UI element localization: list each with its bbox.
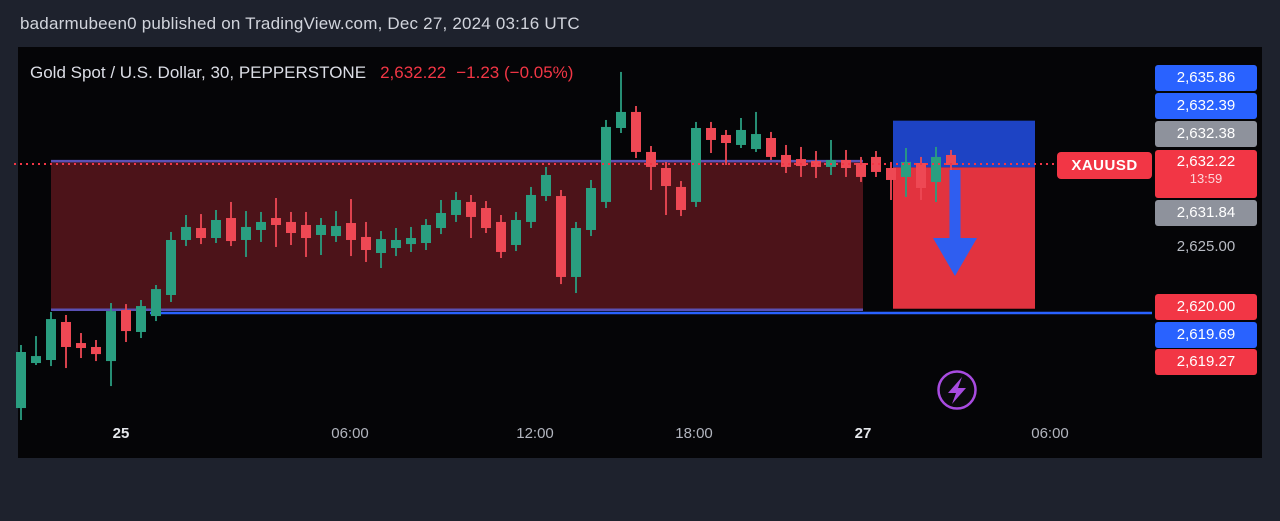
candle-body	[736, 129, 746, 145]
candle-body	[511, 219, 521, 245]
candle-body	[346, 223, 356, 240]
candle-body	[301, 224, 311, 239]
price-label: 2,619.27	[1155, 349, 1257, 375]
candle-body	[721, 134, 731, 143]
price-label: 2,631.84	[1155, 200, 1257, 226]
time-label: 06:00	[331, 425, 369, 442]
price-change: −1.23 (−0.05%)	[456, 63, 574, 82]
candle-body	[61, 321, 71, 347]
attribution-bar: badarmubeen0 published on TradingView.co…	[0, 0, 1280, 47]
candle-body	[106, 311, 116, 362]
symbol-title: Gold Spot / U.S. Dollar, 30, PEPPERSTONE	[30, 63, 367, 82]
candle-body	[241, 226, 251, 240]
candle-body	[871, 156, 881, 172]
bar-countdown: 13:59	[1189, 171, 1223, 186]
candle-body	[316, 224, 326, 235]
candle-body	[16, 351, 26, 409]
down-arrow[interactable]	[933, 170, 977, 276]
candle-body	[691, 127, 701, 202]
candle-body	[616, 111, 626, 128]
candle-body	[436, 213, 446, 229]
last-price: 2,632.22	[380, 63, 447, 82]
candle-body	[766, 137, 776, 157]
candle-body	[151, 289, 161, 317]
candle-body	[916, 163, 926, 189]
footer-bar: TradingView f @MubeenFx	[0, 458, 1280, 521]
candle-body	[361, 236, 371, 250]
time-label: 27	[854, 425, 872, 442]
candle-body	[631, 111, 641, 152]
price-label: 2,620.00	[1155, 294, 1257, 320]
candle-body	[91, 346, 101, 355]
price-label: 2,632.22 13:59	[1155, 150, 1257, 198]
candle-body	[121, 310, 131, 332]
candle-body	[286, 221, 296, 234]
price-label: 2,625.00	[1176, 238, 1236, 255]
candle-body	[46, 319, 56, 361]
candle-body	[751, 134, 761, 150]
candle-body	[811, 161, 821, 167]
candle-body	[901, 161, 911, 177]
candle-body	[931, 156, 941, 182]
symbol-title-row: Gold Spot / U.S. Dollar, 30, PEPPERSTONE…	[30, 63, 573, 83]
candle-body	[31, 356, 41, 364]
candle-body	[271, 218, 281, 225]
candle-body	[886, 168, 896, 180]
price-scale[interactable]: 2,635.86 2,632.39 2,632.38 2,632.22 13:59 2,6…	[1155, 47, 1257, 458]
lightning-bolt-icon	[948, 377, 966, 404]
candle-body	[481, 208, 491, 229]
candle-body	[856, 163, 866, 177]
candles-group	[16, 71, 956, 421]
time-label: 12:00	[516, 425, 554, 442]
attribution-text: badarmubeen0 published on TradingView.co…	[20, 14, 580, 33]
price-label: 2,635.86	[1155, 65, 1257, 91]
price-label: 2,632.39	[1155, 93, 1257, 119]
candle-body	[181, 226, 191, 240]
candle-body	[406, 238, 416, 245]
price-label: 2,632.38	[1155, 121, 1257, 147]
time-label: 06:00	[1031, 425, 1069, 442]
candle-body	[586, 188, 596, 230]
candle-body	[76, 343, 86, 349]
candle-body	[166, 239, 176, 296]
time-scale[interactable]: 25 06:00 12:00 18:00 27 06:00	[18, 425, 1262, 451]
candle-body	[796, 159, 806, 167]
candle-body	[706, 127, 716, 140]
candle-body	[541, 174, 551, 197]
price-label: 2,619.69	[1155, 322, 1257, 348]
candle-body	[676, 186, 686, 210]
candle-body	[646, 151, 656, 167]
candle-body	[331, 226, 341, 237]
candle-body	[391, 239, 401, 249]
candle-body	[451, 199, 461, 215]
candle-body	[211, 219, 221, 239]
candle-body	[466, 201, 476, 217]
time-label: 18:00	[675, 425, 713, 442]
candle-body	[196, 228, 206, 239]
short-setup-stop-box[interactable]	[893, 120, 1035, 168]
candle-body	[526, 194, 536, 222]
time-label: 25	[112, 425, 130, 442]
candle-body	[946, 154, 956, 165]
candle-body	[571, 228, 581, 277]
candle-body	[556, 196, 566, 277]
candle-body	[136, 306, 146, 332]
candle-body	[376, 239, 386, 254]
candle-body	[841, 159, 851, 169]
symbol-price-tag: XAUUSD	[1057, 152, 1152, 179]
candle-body	[661, 168, 671, 187]
candle-body	[781, 154, 791, 167]
candle-body	[601, 126, 611, 202]
candle-body	[421, 224, 431, 244]
candle-body	[226, 218, 236, 242]
candle-body	[256, 221, 266, 230]
candle-body	[496, 221, 506, 252]
